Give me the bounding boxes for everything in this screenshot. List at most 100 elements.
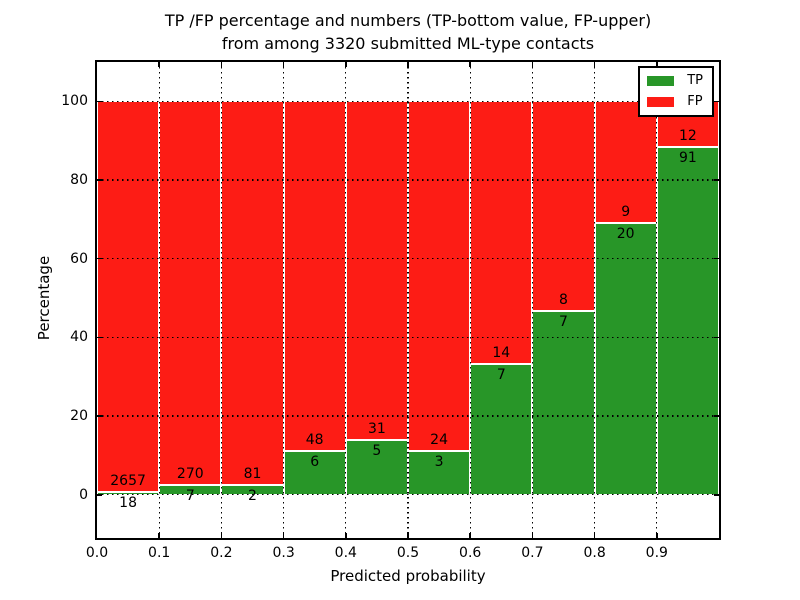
bar-segment-tp <box>594 223 657 495</box>
tp-count-label: 5 <box>372 443 382 460</box>
plot-area: TP FP 2657 18 270 7 81 2 48 6 31 5 24 3 14 7 8 7 9 20 12 91 <box>95 60 721 540</box>
tp-count-label: 91 <box>678 150 697 167</box>
chart-title: TP /FP percentage and numbers (TP-bottom… <box>16 9 800 55</box>
fp-count-label: 48 <box>305 432 324 449</box>
legend-swatch-tp-icon <box>647 76 675 86</box>
tp-count-label: 3 <box>434 454 444 471</box>
x-tick-mark <box>469 62 471 67</box>
y-tick-label: 0 <box>79 486 88 503</box>
y-tick-mark <box>714 415 719 417</box>
legend-item-fp: FP <box>647 95 703 109</box>
x-tick-label: 0.4 <box>334 545 357 561</box>
y-tick-mark <box>97 100 102 103</box>
x-tick-mark <box>220 62 223 67</box>
bar-segment-fp <box>532 101 595 312</box>
gridline-vertical <box>407 62 409 538</box>
tp-count-label: 7 <box>185 487 195 504</box>
legend-item-tp: TP <box>647 74 703 88</box>
x-tick-mark <box>158 62 160 67</box>
tp-count-label: 2 <box>248 488 257 505</box>
x-tick-label: 0.0 <box>85 545 109 561</box>
x-tick-mark <box>282 62 285 67</box>
gridline-vertical <box>593 62 596 538</box>
bar-segment-fp <box>345 101 408 441</box>
y-tick-label: 40 <box>70 329 88 346</box>
fp-count-label: 31 <box>367 421 386 438</box>
fp-count-label: 14 <box>492 344 511 361</box>
y-tick-mark <box>714 336 719 339</box>
legend-label-tp: TP <box>687 73 703 88</box>
tp-count-label: 7 <box>496 366 506 383</box>
gridline-vertical <box>469 62 471 538</box>
x-tick-mark <box>345 62 347 67</box>
gridline-vertical <box>656 62 658 538</box>
bar-segment-tp <box>532 311 595 495</box>
bar-segment-tp <box>656 147 719 495</box>
bar-segment-fp <box>221 101 284 486</box>
fp-count-label: 270 <box>176 465 204 482</box>
x-tick-mark <box>158 533 160 538</box>
x-tick-mark <box>220 533 223 538</box>
x-tick-mark <box>656 533 658 538</box>
y-tick-label: 60 <box>70 250 88 267</box>
fp-count-label: 8 <box>559 292 568 309</box>
gridline-vertical <box>345 62 347 538</box>
x-tick-label: 0.7 <box>521 545 544 561</box>
y-tick-label: 100 <box>61 93 88 110</box>
legend-label-fp: FP <box>687 94 703 109</box>
fp-count-label: 9 <box>621 204 631 221</box>
x-tick-mark <box>469 533 471 538</box>
chart-title-line2: from among 3320 submitted ML-type contac… <box>221 34 595 53</box>
fp-count-label: 81 <box>243 466 262 483</box>
tp-count-label: 6 <box>310 454 320 471</box>
tp-count-label: 18 <box>119 495 138 512</box>
x-tick-mark <box>282 533 285 538</box>
x-tick-label: 0.1 <box>148 545 171 561</box>
bar-segment-tp <box>470 363 533 495</box>
legend: TP FP <box>638 66 714 117</box>
bar-segment-fp <box>283 101 346 451</box>
gridline-vertical <box>531 62 534 538</box>
x-tick-label: 0.9 <box>645 545 668 561</box>
tp-count-label: 20 <box>616 226 635 243</box>
x-tick-mark <box>593 533 596 538</box>
x-tick-label: 0.8 <box>583 545 606 561</box>
y-tick-mark <box>714 179 719 181</box>
x-tick-mark <box>407 533 409 538</box>
gridline-vertical <box>282 62 285 538</box>
x-tick-mark <box>531 62 534 67</box>
x-tick-mark <box>656 62 658 67</box>
gridline-vertical <box>220 62 223 538</box>
gridline-vertical <box>158 62 160 538</box>
x-axis-label: Predicted probability <box>330 567 486 585</box>
y-tick-mark <box>97 257 102 260</box>
y-tick-mark <box>97 336 102 339</box>
y-tick-mark <box>714 100 719 103</box>
x-tick-mark <box>407 62 409 67</box>
y-tick-mark <box>714 257 719 260</box>
x-tick-label: 0.6 <box>459 545 482 561</box>
y-tick-label: 80 <box>70 172 88 189</box>
bar-segment-fp <box>470 101 533 364</box>
y-tick-mark <box>714 493 719 496</box>
y-tick-mark <box>97 179 102 181</box>
y-tick-mark <box>97 415 102 417</box>
bar-segment-fp <box>408 101 471 451</box>
x-tick-mark <box>531 533 534 538</box>
chart-title-line1: TP /FP percentage and numbers (TP-bottom… <box>164 11 652 30</box>
x-tick-label: 0.5 <box>396 545 420 561</box>
x-tick-mark <box>593 62 596 67</box>
fp-count-label: 12 <box>678 128 697 145</box>
fp-count-label: 24 <box>430 432 449 449</box>
y-tick-mark <box>97 493 102 496</box>
legend-swatch-fp-icon <box>647 97 675 107</box>
x-tick-label: 0.2 <box>210 545 233 561</box>
x-tick-label: 0.3 <box>272 545 295 561</box>
fp-count-label: 2657 <box>110 473 146 490</box>
bar-segment-fp <box>97 101 160 493</box>
bar-segment-fp <box>159 101 222 485</box>
x-tick-mark <box>345 533 347 538</box>
tp-count-label: 7 <box>559 314 568 331</box>
y-tick-label: 20 <box>70 408 88 425</box>
